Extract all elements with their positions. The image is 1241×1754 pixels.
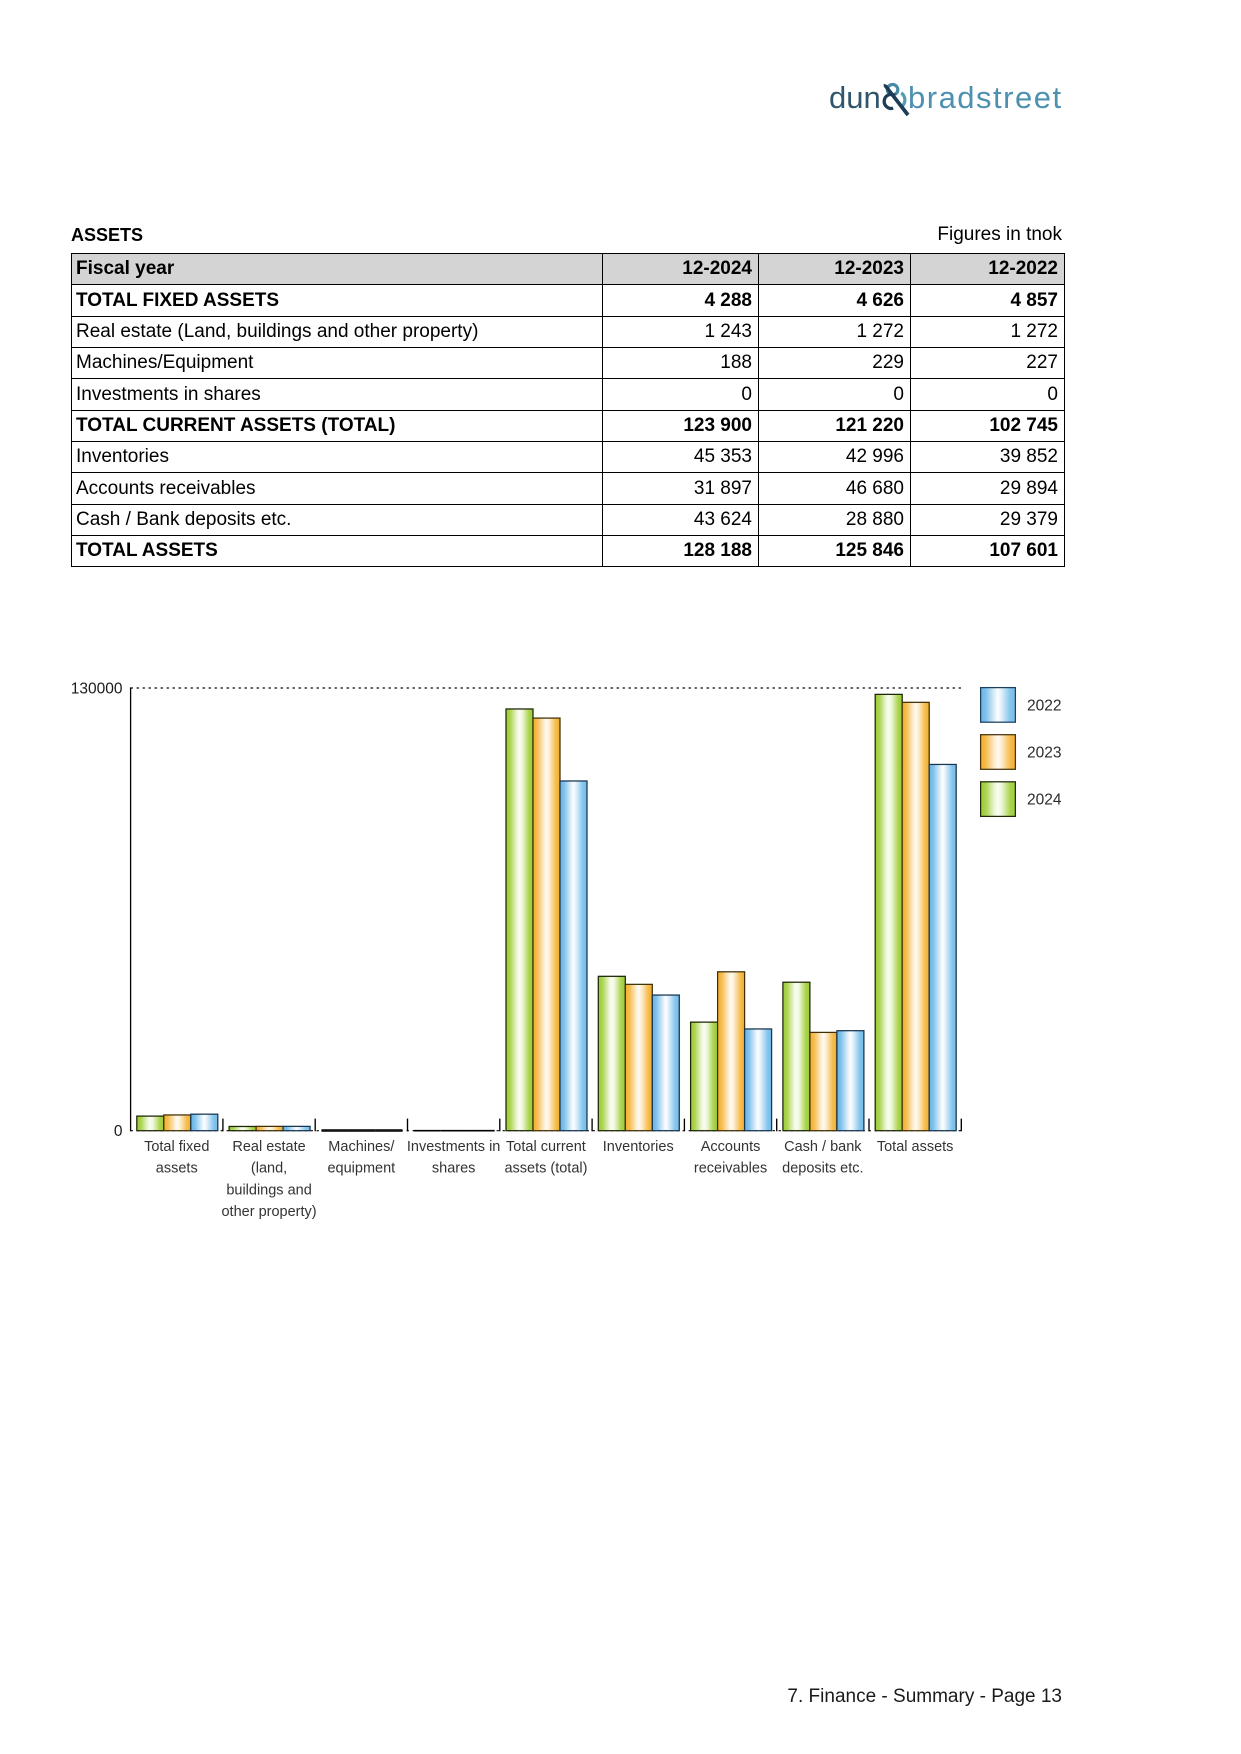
svg-text:deposits etc.: deposits etc. (782, 1161, 863, 1177)
svg-text:Cash / bank: Cash / bank (784, 1139, 862, 1155)
svg-text:2024: 2024 (1027, 792, 1062, 809)
svg-text:shares: shares (432, 1161, 476, 1177)
svg-text:(land,: (land, (251, 1161, 287, 1177)
svg-text:Inventories: Inventories (603, 1139, 674, 1155)
svg-text:2022: 2022 (1027, 697, 1061, 714)
svg-text:Real estate: Real estate (232, 1139, 305, 1155)
svg-text:receivables: receivables (694, 1161, 767, 1177)
svg-text:0: 0 (114, 1123, 123, 1140)
svg-text:Machines/: Machines/ (328, 1139, 395, 1155)
svg-text:130000: 130000 (71, 681, 123, 698)
svg-text:2023: 2023 (1027, 745, 1061, 762)
svg-text:Total current: Total current (506, 1139, 586, 1155)
svg-text:assets: assets (156, 1161, 198, 1177)
svg-text:Total fixed: Total fixed (144, 1139, 209, 1155)
svg-text:other property): other property) (221, 1204, 316, 1220)
svg-text:buildings and: buildings and (226, 1182, 311, 1198)
svg-text:Accounts: Accounts (701, 1139, 761, 1155)
svg-text:Total assets: Total assets (877, 1139, 954, 1155)
svg-text:equipment: equipment (327, 1161, 395, 1177)
svg-text:Investments in: Investments in (407, 1139, 501, 1155)
svg-text:assets (total): assets (total) (504, 1161, 587, 1177)
